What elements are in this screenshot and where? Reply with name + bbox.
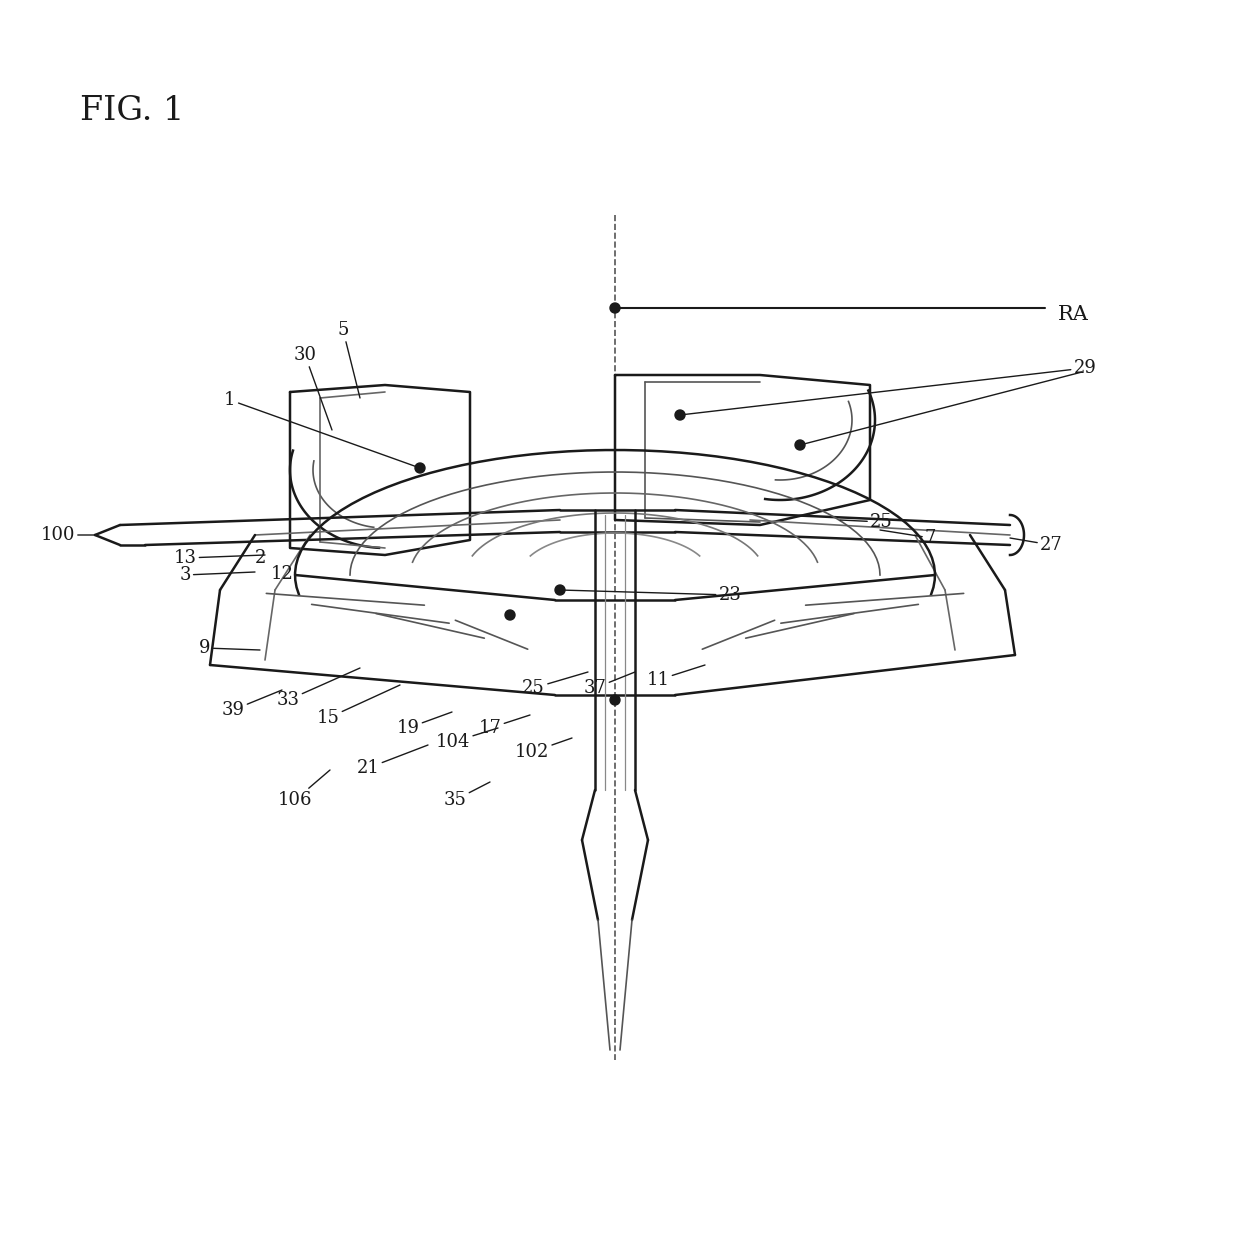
Text: 29: 29 [680, 359, 1096, 416]
Circle shape [795, 440, 805, 450]
Circle shape [556, 584, 565, 596]
Text: 25: 25 [522, 672, 588, 697]
Text: 25: 25 [839, 513, 893, 531]
Text: 30: 30 [294, 346, 332, 430]
Text: 2: 2 [254, 549, 265, 567]
Text: 106: 106 [278, 769, 330, 809]
Text: 5: 5 [337, 321, 360, 398]
Text: 104: 104 [435, 727, 498, 751]
Text: 9: 9 [200, 639, 260, 657]
Text: 21: 21 [357, 745, 428, 777]
Text: 13: 13 [174, 549, 265, 567]
Text: FIG. 1: FIG. 1 [81, 95, 185, 127]
Circle shape [675, 411, 684, 420]
Circle shape [415, 464, 425, 473]
Text: 15: 15 [316, 686, 401, 727]
Text: 12: 12 [270, 565, 294, 583]
Text: 33: 33 [277, 668, 360, 709]
Circle shape [505, 610, 515, 620]
Text: 23: 23 [560, 586, 742, 604]
Text: 39: 39 [222, 690, 281, 719]
Text: 3: 3 [180, 566, 255, 584]
Text: 100: 100 [41, 526, 95, 544]
Text: 17: 17 [479, 715, 529, 737]
Text: 27: 27 [1011, 536, 1063, 554]
Text: 11: 11 [646, 665, 706, 689]
Text: 7: 7 [880, 529, 936, 547]
Circle shape [610, 695, 620, 705]
Text: 19: 19 [397, 711, 453, 737]
Text: 102: 102 [515, 739, 572, 761]
Text: 37: 37 [584, 672, 635, 697]
Circle shape [610, 303, 620, 313]
Text: RA: RA [1058, 305, 1089, 323]
Text: 1: 1 [224, 391, 420, 469]
Text: 35: 35 [444, 782, 490, 809]
